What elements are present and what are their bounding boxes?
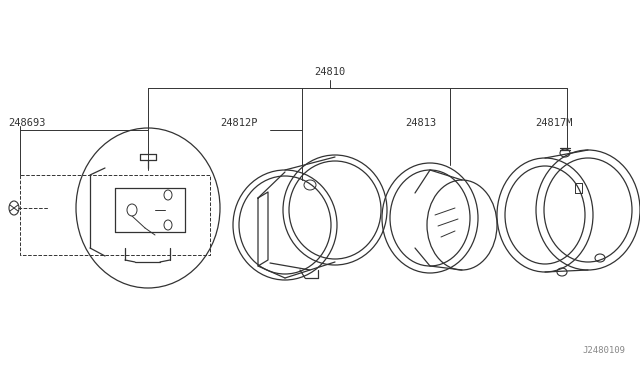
Polygon shape xyxy=(258,192,268,266)
Text: 24810: 24810 xyxy=(314,67,346,77)
Text: J2480109: J2480109 xyxy=(582,346,625,355)
Text: 24817M: 24817M xyxy=(535,118,573,128)
Text: 24812P: 24812P xyxy=(220,118,257,128)
Text: 248693: 248693 xyxy=(8,118,45,128)
Text: 24813: 24813 xyxy=(405,118,436,128)
